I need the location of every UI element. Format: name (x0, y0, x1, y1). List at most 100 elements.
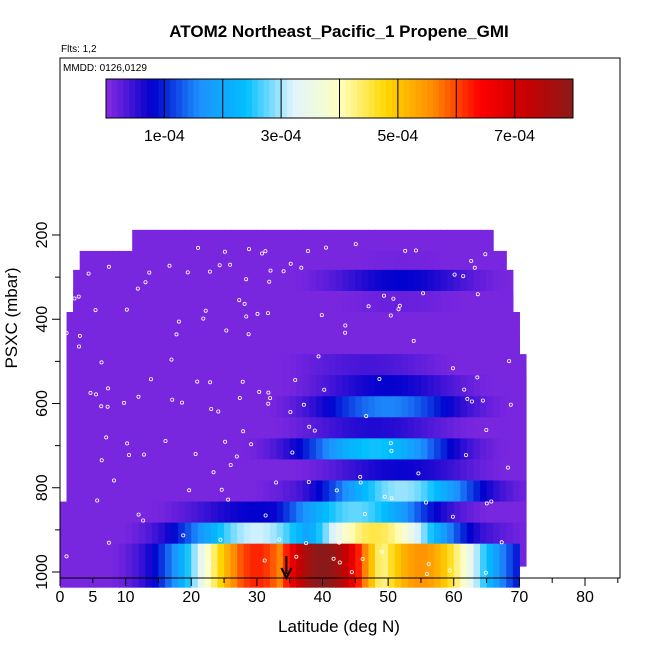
colorbar-segment (351, 79, 358, 118)
sample-marker (508, 402, 513, 407)
x-tick-label: 40 (314, 589, 332, 606)
heatmap-cell (197, 543, 205, 588)
sample-marker (294, 554, 299, 559)
sample-marker (505, 465, 510, 470)
latitude-marker-arrow (280, 556, 293, 581)
heatmap-cell (381, 543, 389, 588)
sample-marker (379, 549, 384, 554)
sample-marker (99, 404, 104, 409)
sample-marker (450, 366, 455, 371)
colorbar-tick-label: 5e-04 (377, 128, 418, 145)
heatmap-cell (512, 543, 520, 588)
sample-marker (207, 269, 212, 274)
colorbar-segment (176, 79, 183, 118)
sample-marker (362, 512, 367, 517)
x-axis: 0 5 10 20 30 40 50 60 70 80 (56, 578, 619, 606)
heatmap-cell (355, 543, 363, 588)
sample-marker (396, 307, 401, 312)
sample-marker (176, 319, 181, 324)
colorbar-segment (526, 79, 533, 118)
sample-marker (353, 242, 358, 247)
colorbar-segment (567, 79, 574, 118)
sample-marker (480, 398, 485, 403)
x-axis-label: Latitude (deg N) (278, 617, 400, 636)
colorbar-segment (269, 79, 276, 118)
x-tick-label: 50 (379, 589, 397, 606)
sample-marker (209, 406, 214, 411)
sample-marker (319, 313, 324, 318)
colorbar-segment (129, 79, 136, 118)
colorbar-tick-label: 1e-04 (144, 128, 185, 145)
heatmap-cell (132, 543, 140, 588)
sample-marker (299, 265, 304, 270)
heatmap-cell (348, 543, 356, 588)
heatmap-cell (86, 543, 94, 588)
sample-marker (277, 537, 282, 542)
heatmap-cells (60, 229, 527, 588)
sample-marker (64, 330, 69, 335)
colorbar-segment (304, 79, 311, 118)
sample-marker (219, 487, 224, 492)
sample-marker (403, 248, 408, 253)
sample-marker (228, 262, 233, 267)
sample-marker (174, 332, 179, 337)
sample-marker (95, 498, 100, 503)
sample-marker (259, 251, 264, 256)
sample-marker (244, 277, 249, 282)
heatmap-cell (145, 543, 153, 588)
colorbar-segment (532, 79, 539, 118)
sample-marker (426, 562, 431, 567)
colorbar: 1e-04 3e-04 5e-04 7e-04 (105, 78, 574, 145)
colorbar-segment (164, 79, 171, 118)
y-tick-label: 200 (34, 222, 51, 249)
colorbar-segment (187, 79, 195, 118)
sample-marker (290, 450, 295, 455)
colorbar-segment (193, 79, 200, 118)
sample-marker (170, 397, 175, 402)
sample-marker (274, 480, 279, 485)
colorbar-segment (234, 79, 241, 118)
sample-marker (452, 272, 457, 277)
heatmap-cell (151, 543, 160, 588)
colorbar-segment (415, 79, 422, 118)
heatmap-cell (440, 543, 448, 588)
sample-marker (141, 518, 146, 523)
sample-marker (72, 296, 77, 301)
colorbar-segment (106, 79, 113, 118)
colorbar-segment (281, 79, 288, 118)
colorbar-segment (327, 79, 335, 118)
sample-marker (224, 328, 229, 333)
colorbar-segment (543, 79, 551, 118)
sample-marker (293, 377, 298, 382)
sample-marker (195, 379, 200, 384)
sample-marker (424, 572, 429, 577)
sample-marker (416, 471, 421, 476)
heatmap-cell (302, 543, 310, 588)
colorbar-segment (211, 79, 218, 118)
sample-marker (358, 474, 363, 479)
sample-marker (94, 392, 99, 397)
heatmap-cell (407, 543, 415, 588)
colorbar-segment (158, 79, 165, 118)
colorbar-segment (520, 79, 527, 118)
colorbar-segment (286, 79, 294, 118)
x-tick-label: 70 (510, 589, 528, 606)
colorbar-segment (199, 79, 206, 118)
sample-marker (306, 479, 311, 484)
sample-marker (343, 330, 348, 335)
colorbar-segment (403, 79, 411, 118)
heatmap-cell (506, 543, 514, 588)
sample-marker (244, 314, 249, 319)
heatmap-cell (60, 543, 68, 588)
sample-marker (196, 245, 201, 250)
sample-marker (211, 470, 216, 475)
colorbar-segment (456, 79, 463, 118)
colorbar-segment (321, 79, 329, 118)
sample-marker (331, 556, 336, 561)
sample-marker (77, 344, 82, 349)
sample-marker (241, 429, 246, 434)
sample-marker (99, 458, 104, 463)
sample-marker (136, 394, 141, 399)
colorbar-segment (357, 79, 364, 118)
sample-marker (242, 301, 247, 306)
